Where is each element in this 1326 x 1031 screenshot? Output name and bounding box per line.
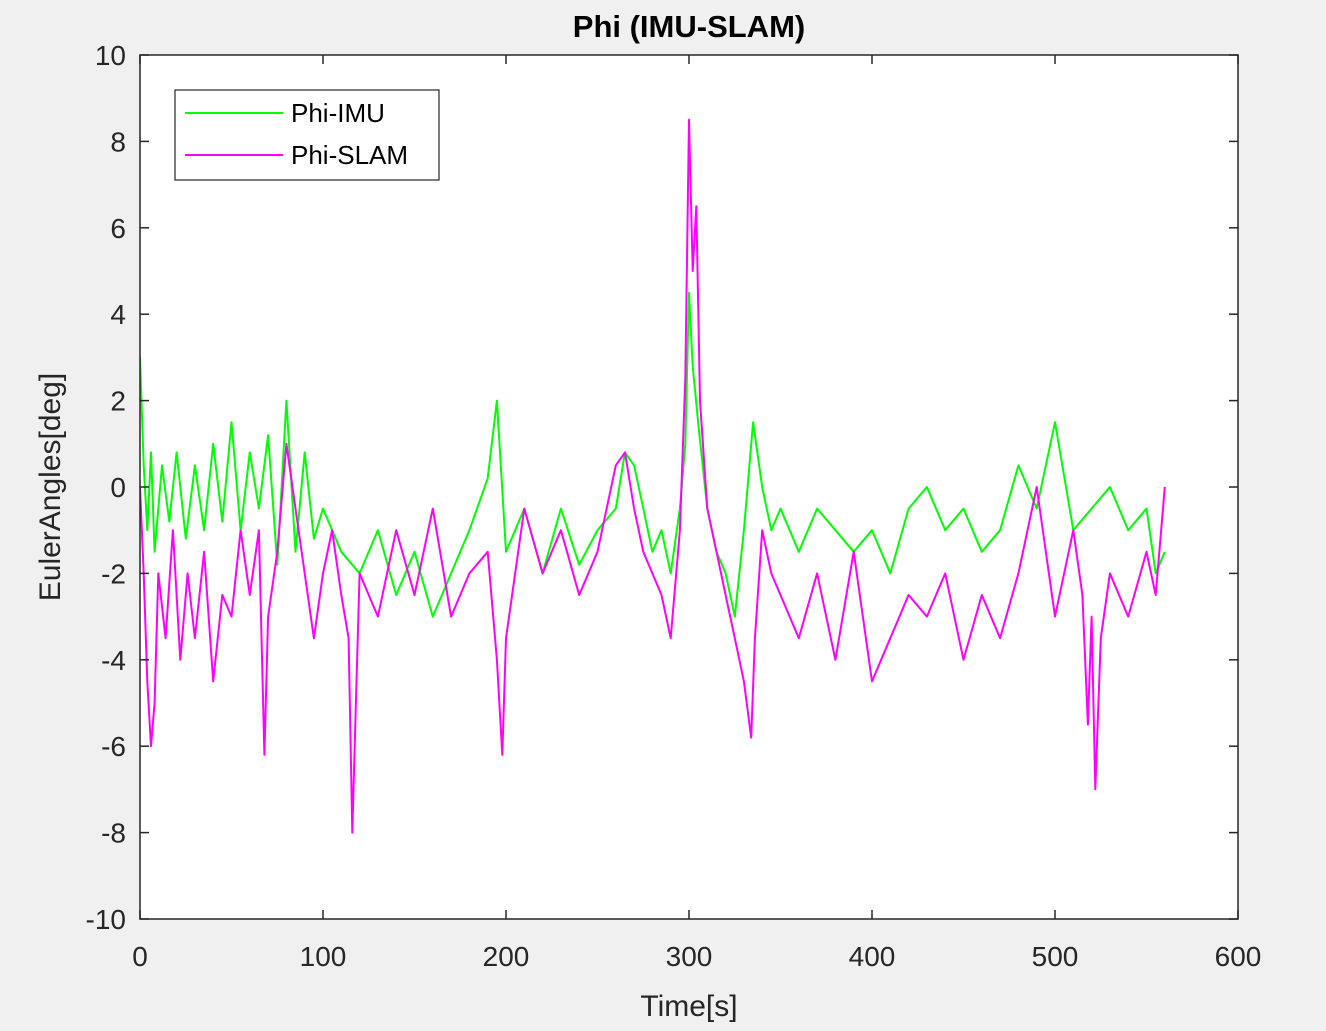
x-axis-title: Time[s]	[640, 990, 737, 1023]
legend-box	[174, 89, 440, 181]
x-tick-label: 400	[849, 941, 896, 972]
y-tick-label: 10	[95, 40, 126, 71]
x-tick-label: 500	[1032, 941, 1079, 972]
y-tick-label: 8	[110, 126, 126, 157]
x-axis: 0 100 200 300 400 500 600	[132, 55, 1261, 972]
x-tick-label: 100	[300, 941, 347, 972]
x-tick-label: 0	[132, 941, 148, 972]
y-axis-title: EulerAngles[deg]	[34, 373, 67, 602]
y-tick-label: 4	[110, 299, 126, 330]
y-tick-label: -6	[101, 731, 126, 762]
x-tick-label: 300	[666, 941, 713, 972]
y-tick-label: 2	[110, 386, 126, 417]
y-axis: -10 -8 -6 -4 -2 0 2 4 6 8 10	[86, 40, 1238, 935]
chart-title: Phi (IMU-SLAM)	[573, 9, 805, 44]
x-tick-label: 200	[483, 941, 530, 972]
series-line-phi-slam	[140, 118, 1166, 834]
legend-label-phi-slam: Phi-SLAM	[291, 140, 408, 170]
legend: Phi-IMU Phi-SLAM	[174, 89, 440, 181]
x-tick-label: 600	[1215, 941, 1262, 972]
y-tick-label: 6	[110, 213, 126, 244]
y-tick-label: 0	[110, 472, 126, 503]
y-tick-label: -10	[86, 904, 126, 935]
y-tick-label: -8	[101, 818, 126, 849]
plot-area	[140, 55, 1238, 919]
legend-label-phi-imu: Phi-IMU	[291, 98, 385, 128]
series-layer	[140, 118, 1166, 834]
y-tick-label: -2	[101, 558, 126, 589]
y-tick-label: -4	[101, 645, 126, 676]
